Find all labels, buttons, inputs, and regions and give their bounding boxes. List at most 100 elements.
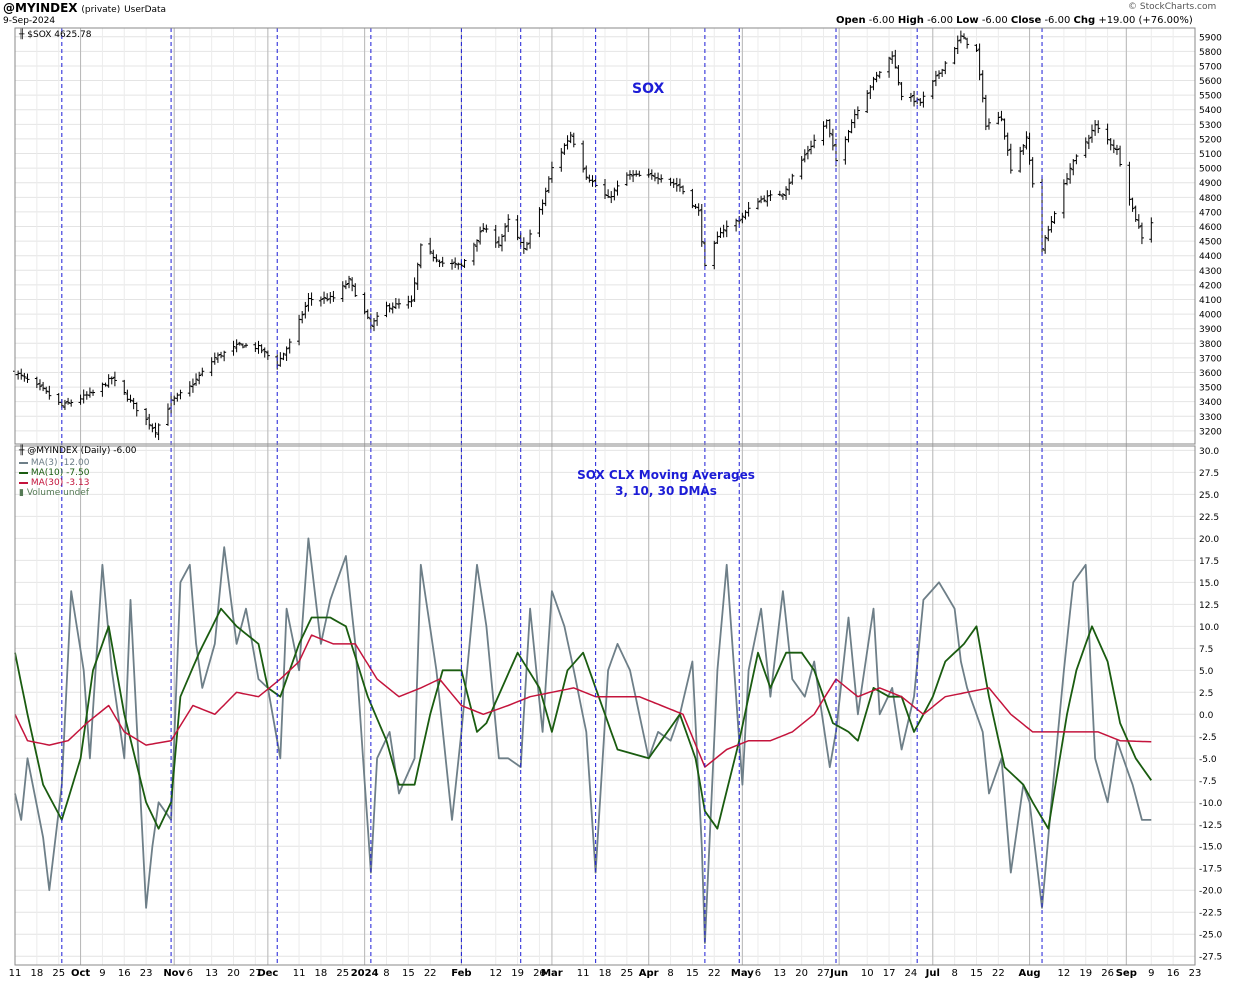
header-date: 9-Sep-2024 xyxy=(3,16,56,26)
legend-label-ma3: MA(3) -12.00 xyxy=(30,458,90,468)
price-bars xyxy=(13,30,1154,441)
legend-label-volume: Volume undef xyxy=(26,488,89,498)
header-symbol: @MYINDEX xyxy=(3,1,78,15)
x-tick-label: 27 xyxy=(817,968,830,979)
chg-value: +19.00 (+76.00%) xyxy=(1098,15,1193,26)
ma-tick-label: 15.0 xyxy=(1199,579,1219,589)
x-tick-label: 12 xyxy=(489,968,502,979)
x-tick-label: 19 xyxy=(511,968,524,979)
price-panel-frame xyxy=(14,27,1196,445)
legend-swatch-ma10 xyxy=(19,471,28,474)
x-tick-label: 20 xyxy=(227,968,240,979)
x-tick-label: 22 xyxy=(708,968,721,979)
top-panel-annotation: SOX xyxy=(632,81,665,97)
price-tick-label: 4200 xyxy=(1199,281,1222,291)
chg-label: Chg xyxy=(1073,15,1096,26)
low-label: Low xyxy=(956,15,979,26)
x-tick-label: 16 xyxy=(118,968,131,979)
axis-labels: 3200 3300 3400 3500 3600 3700 3800 3900 4000 4100… xyxy=(9,33,1223,979)
x-tick-label: Nov xyxy=(163,968,185,979)
price-tick-label: 5600 xyxy=(1199,77,1222,87)
annotation-line-2: 3, 10, 30 DMAs xyxy=(615,484,717,498)
x-tick-label: 8 xyxy=(383,968,389,979)
x-tick-label: Aug xyxy=(1019,968,1041,979)
bottom-panel-symbol-text: @MYINDEX (Daily) -6.00 xyxy=(27,446,137,456)
x-tick-label: 18 xyxy=(599,968,612,979)
x-tick-label: 13 xyxy=(773,968,786,979)
price-tick-label: 4900 xyxy=(1199,179,1222,189)
ma30-line xyxy=(14,634,1152,768)
x-tick-label: 9 xyxy=(99,968,105,979)
ma-tick-label: 27.5 xyxy=(1199,469,1219,479)
ma-tick-label: 17.5 xyxy=(1199,557,1219,567)
ma-tick-label: 30.0 xyxy=(1199,447,1219,457)
ohlc-icon: ╫ xyxy=(19,30,25,40)
legend-label-ma30: MA(30) -3.13 xyxy=(30,478,90,488)
ma-tick-label: -10.0 xyxy=(1199,799,1223,809)
price-tick-label: 5100 xyxy=(1199,150,1222,160)
x-tick-label: 25 xyxy=(52,968,65,979)
x-tick-label: 25 xyxy=(336,968,349,979)
legend-volume: ▮ Volume undef xyxy=(19,488,89,498)
price-tick-label: 3200 xyxy=(1199,427,1222,437)
x-tick-label: Oct xyxy=(71,968,90,979)
x-tick-label: Mar xyxy=(541,968,563,979)
price-tick-label: 3900 xyxy=(1199,325,1222,335)
ma-tick-label: -5.0 xyxy=(1199,755,1217,765)
price-tick-label: 3700 xyxy=(1199,354,1222,364)
x-tick-label: 26 xyxy=(533,968,546,979)
ma-tick-label: -12.5 xyxy=(1199,821,1222,831)
price-tick-label: 4300 xyxy=(1199,267,1222,277)
x-tick-label: Jun xyxy=(829,968,848,979)
ma-tick-label: -7.5 xyxy=(1199,777,1217,787)
x-tick-label: 15 xyxy=(970,968,983,979)
ma-tick-label: 7.5 xyxy=(1199,645,1213,655)
x-tick-label: Dec xyxy=(257,968,278,979)
price-tick-label: 3400 xyxy=(1199,398,1222,408)
ma-tick-label: -27.5 xyxy=(1199,953,1222,963)
x-tick-label: 6 xyxy=(755,968,761,979)
price-tick-label: 5800 xyxy=(1199,48,1222,58)
chart-header: @MYINDEX (private) UserData xyxy=(3,1,166,15)
legend-ma30: MA(30) -3.13 xyxy=(19,478,89,488)
price-tick-label: 5300 xyxy=(1199,121,1222,131)
x-tick-label: 10 xyxy=(861,968,874,979)
x-tick-label: Apr xyxy=(639,968,659,979)
price-tick-label: 4700 xyxy=(1199,208,1222,218)
open-label: Open xyxy=(836,15,866,26)
ma-tick-label: -25.0 xyxy=(1199,931,1223,941)
x-tick-label: 19 xyxy=(1079,968,1092,979)
header-owner: UserData xyxy=(124,5,167,15)
price-tick-label: 4800 xyxy=(1199,194,1222,204)
legend-swatch-ma30 xyxy=(19,481,28,484)
month-lines xyxy=(80,28,1127,965)
ma-tick-label: -2.5 xyxy=(1199,733,1217,743)
price-tick-label: 3500 xyxy=(1199,384,1222,394)
ma-tick-label: 10.0 xyxy=(1199,623,1219,633)
legend: MA(3) -12.00 MA(10) -7.50 MA(30) -3.13 ▮… xyxy=(19,458,89,498)
x-tick-label: 15 xyxy=(402,968,415,979)
x-tick-label: 23 xyxy=(140,968,153,979)
price-tick-label: 5400 xyxy=(1199,106,1222,116)
ma10-line xyxy=(14,607,1153,830)
price-tick-label: 5900 xyxy=(1199,33,1222,43)
x-tick-label: 18 xyxy=(30,968,43,979)
high-value: -6.00 xyxy=(927,15,953,26)
price-tick-label: 5700 xyxy=(1199,62,1222,72)
stockcharts-watermark: © StockCharts.com xyxy=(1128,2,1217,12)
x-tick-label: 2024 xyxy=(351,968,379,979)
x-tick-label: 9 xyxy=(1148,968,1154,979)
x-tick-label: 11 xyxy=(9,968,22,979)
price-tick-label: 5000 xyxy=(1199,165,1222,175)
event-marker-lines xyxy=(61,28,1043,965)
x-tick-label: 17 xyxy=(883,968,896,979)
x-tick-label: 16 xyxy=(1167,968,1180,979)
bottom-panel-symbol: ╫ @MYINDEX (Daily) -6.00 xyxy=(19,446,137,456)
x-tick-label: 6 xyxy=(187,968,193,979)
price-tick-label: 4400 xyxy=(1199,252,1222,262)
x-tick-label: 13 xyxy=(205,968,218,979)
close-label: Close xyxy=(1010,15,1042,26)
top-panel-symbol-text: $SOX 4625.78 xyxy=(27,30,92,40)
ma-tick-label: 20.0 xyxy=(1199,535,1219,545)
